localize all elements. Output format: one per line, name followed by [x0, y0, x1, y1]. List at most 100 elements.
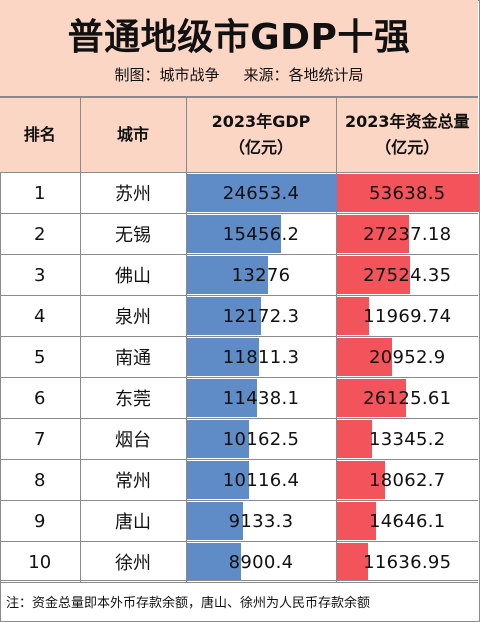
table-row: 7 烟台 10162.5 13345.2: [0, 418, 478, 460]
fund-bar: [336, 174, 479, 212]
city-cell: 常州: [79, 459, 187, 501]
fund-value-label: 14646.1: [368, 510, 446, 532]
fund-value-label: 26125.61: [363, 387, 452, 409]
gdp-bar: [186, 174, 337, 212]
city-cell: 南通: [79, 336, 187, 378]
fund-cell: 53638.5: [335, 172, 479, 214]
gdp-value-label: 12172.3: [222, 305, 300, 327]
fund-value-label: 20952.9: [368, 346, 446, 368]
fund-bar: [336, 256, 410, 294]
rank-cell: 9: [0, 500, 81, 542]
city-cell: 烟台: [79, 418, 187, 460]
fund-value-label: 18062.7: [368, 469, 446, 491]
col-header-fund-line2: （亿元）: [375, 138, 440, 157]
fund-bar: [336, 379, 406, 417]
gdp-bar: [186, 502, 243, 540]
gdp-value-label: 10116.4: [222, 469, 300, 491]
fund-cell: 27237.18: [335, 213, 478, 255]
gdp-cell: 13276: [185, 254, 337, 296]
gdp-value-label: 15456.2: [222, 223, 300, 245]
table-row: 10 徐州 8900.4 11636.95: [0, 541, 478, 583]
table-row: 1 苏州 24653.4 53638.5: [0, 172, 479, 214]
gdp-cell: 11811.3: [185, 336, 337, 378]
col-header-city: 城市: [79, 97, 187, 173]
rank-cell: 10: [0, 541, 81, 583]
rank-cell: 3: [0, 254, 81, 296]
fund-bar: [336, 543, 368, 581]
rank-cell: 7: [0, 418, 81, 460]
city-cell: 唐山: [79, 500, 187, 542]
table-row: 4 泉州 12172.3 11969.74: [0, 295, 478, 337]
fund-cell: 18062.7: [335, 459, 478, 501]
city-cell: 苏州: [79, 172, 187, 214]
fund-value-label: 27524.35: [363, 264, 452, 286]
fund-bar: [336, 297, 369, 335]
col-header-gdp-line2: （亿元）: [228, 138, 293, 157]
gdp-bar: [186, 379, 257, 417]
table-row: 6 东莞 11438.1 26125.61: [0, 377, 478, 419]
fund-cell: 27524.35: [335, 254, 478, 296]
col-header-gdp-line1: 2023年GDP: [211, 112, 311, 131]
city-cell: 泉州: [79, 295, 187, 337]
gdp-cell: 8900.4: [185, 541, 337, 583]
fund-bar: [336, 338, 392, 376]
rank-cell: 6: [0, 377, 81, 419]
table-row: 8 常州 10116.4 18062.7: [0, 459, 478, 501]
rank-cell: 8: [0, 459, 81, 501]
gdp-value-label: 10162.5: [222, 428, 300, 450]
gdp-bar: [186, 215, 281, 253]
fund-bar: [336, 215, 409, 253]
subtitle: 制图：城市战争 来源：各地统计局: [0, 64, 478, 85]
gdp-value-label: 11438.1: [222, 387, 300, 409]
fund-cell: 26125.61: [335, 377, 478, 419]
gdp-bar: [186, 420, 249, 458]
table-header-row: 排名 城市 2023年GDP （亿元） 2023年资金总量 （亿元）: [0, 97, 478, 173]
gdp-value-label: 11811.3: [222, 346, 300, 368]
gdp-value-label: 13276: [231, 264, 291, 286]
col-header-fund: 2023年资金总量 （亿元）: [335, 97, 478, 173]
page-title: 普通地级市GDP十强: [67, 17, 411, 58]
col-header-fund-line1: 2023年资金总量: [344, 112, 470, 131]
fund-value-label: 11969.74: [363, 305, 452, 327]
city-cell: 东莞: [79, 377, 187, 419]
fund-bar: [336, 420, 372, 458]
gdp-bar: [186, 256, 268, 294]
table-row: 5 南通 11811.3 20952.9: [0, 336, 478, 378]
table-row: 2 无锡 15456.2 27237.18: [0, 213, 478, 255]
maker-credit: 制图：城市战争: [114, 66, 220, 84]
fund-value-label: 11636.95: [363, 551, 452, 573]
gdp-cell: 10116.4: [185, 459, 337, 501]
fund-value-label: 13345.2: [368, 428, 446, 450]
gdp-cell: 24653.4: [185, 172, 337, 214]
fund-bar: [336, 461, 385, 499]
rank-cell: 4: [0, 295, 81, 337]
col-header-rank: 排名: [0, 97, 81, 173]
fund-cell: 20952.9: [335, 336, 478, 378]
source-credit: 来源：各地统计局: [243, 66, 364, 84]
col-header-gdp: 2023年GDP （亿元）: [185, 97, 337, 173]
gdp-bar: [186, 297, 261, 335]
table-row: 3 佛山 13276 27524.35: [0, 254, 478, 296]
gdp-cell: 15456.2: [185, 213, 337, 255]
city-cell: 徐州: [79, 541, 187, 583]
gdp-value-label: 8900.4: [228, 551, 294, 573]
city-cell: 佛山: [79, 254, 187, 296]
rank-cell: 2: [0, 213, 81, 255]
gdp-bar: [186, 543, 241, 581]
table-row: 9 唐山 9133.3 14646.1: [0, 500, 478, 542]
fund-cell: 13345.2: [335, 418, 478, 460]
note-divider: [0, 580, 478, 581]
gdp-bar: [186, 338, 259, 376]
rank-cell: 1: [0, 172, 81, 214]
fund-cell: 11636.95: [335, 541, 478, 583]
rank-cell: 5: [0, 336, 81, 378]
gdp-value-label: 9133.3: [228, 510, 294, 532]
gdp-bar: [186, 461, 249, 499]
fund-bar: [336, 502, 376, 540]
fund-cell: 14646.1: [335, 500, 478, 542]
title-banner: 普通地级市GDP十强 制图：城市战争 来源：各地统计局: [0, 0, 478, 97]
fund-value-label: 27237.18: [363, 223, 452, 245]
gdp-cell: 11438.1: [185, 377, 337, 419]
gdp-cell: 12172.3: [185, 295, 337, 337]
city-cell: 无锡: [79, 213, 187, 255]
